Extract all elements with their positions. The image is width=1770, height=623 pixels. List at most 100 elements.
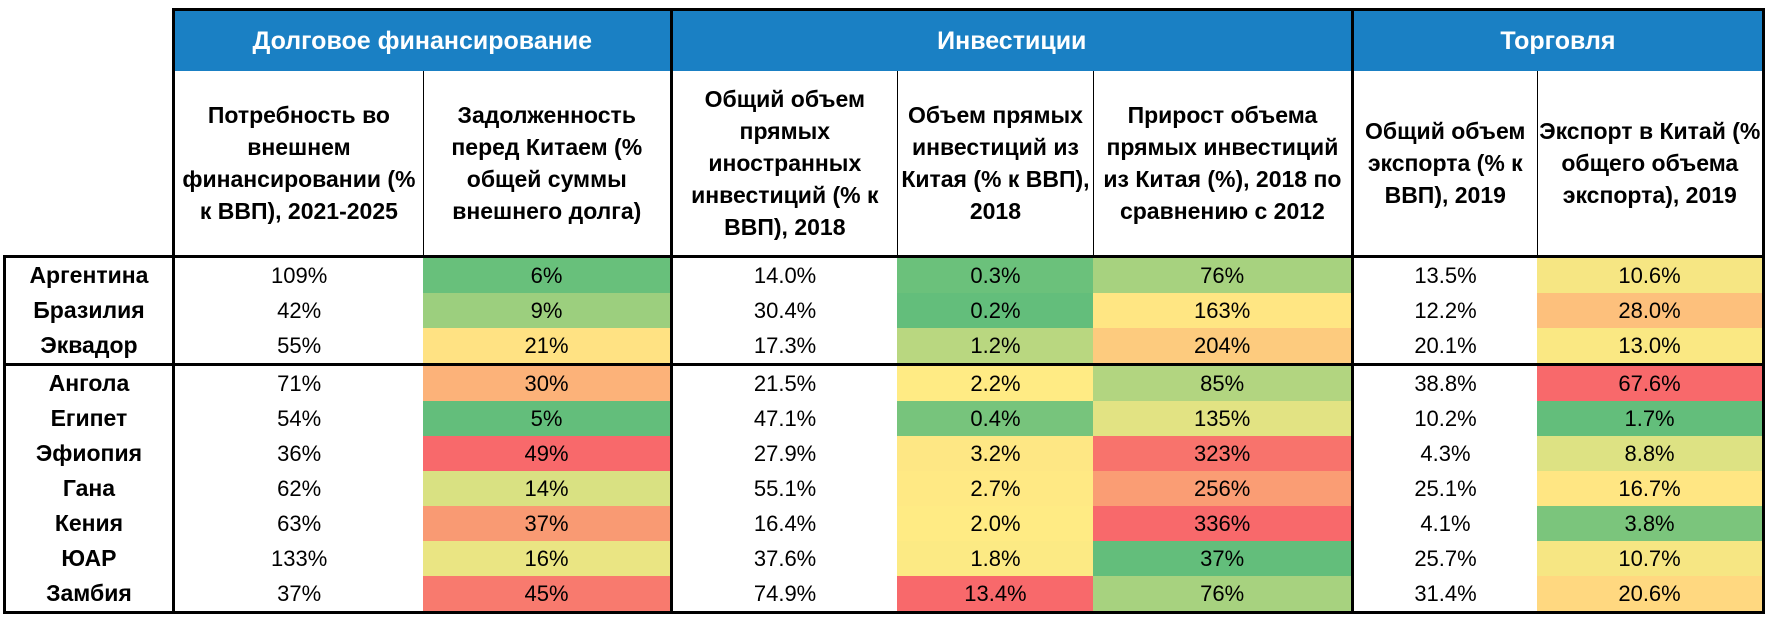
cell-external-financing-need: 63% [171, 506, 424, 541]
cell-external-financing-need: 42% [171, 293, 424, 328]
column-header-total-fdi: Общий объем прямых иностранных инвестици… [669, 71, 898, 258]
cell-total-exports: 25.7% [1350, 541, 1538, 576]
cell-total-exports: 20.1% [1350, 328, 1538, 365]
cell-exports-to-china: 28.0% [1537, 293, 1766, 328]
cell-debt-to-china: 14% [423, 471, 673, 506]
row-label-country: Бразилия [3, 293, 175, 328]
row-label-country: Гана [3, 471, 175, 506]
cell-external-financing-need: 54% [171, 401, 424, 436]
table-row: Кения 63% 37% 16.4% 2.0% 336% 4.1% 3.8% [3, 506, 1766, 541]
cell-exports-to-china: 10.7% [1537, 541, 1766, 576]
group-header-debt: Долговое финансирование [171, 8, 673, 71]
cell-exports-to-china: 8.8% [1537, 436, 1766, 471]
column-header-exports-to-china: Экспорт в Китай (% общего объема экспорт… [1536, 71, 1766, 258]
cell-exports-to-china: 20.6% [1537, 576, 1766, 614]
row-label-country: Аргентина [3, 255, 175, 293]
row-label-country: Замбия [3, 576, 175, 614]
cell-total-fdi: 27.9% [669, 436, 898, 471]
cell-total-exports: 10.2% [1350, 401, 1538, 436]
cell-total-fdi: 14.0% [669, 256, 898, 293]
cell-debt-to-china: 21% [423, 328, 673, 365]
cell-total-exports: 38.8% [1350, 363, 1538, 401]
cell-total-exports: 4.1% [1350, 506, 1538, 541]
table-row: Замбия 37% 45% 74.9% 13.4% 76% 31.4% 20.6% [3, 576, 1766, 614]
cell-exports-to-china: 1.7% [1537, 401, 1766, 436]
cell-external-financing-need: 62% [171, 471, 424, 506]
cell-china-fdi-growth: 76% [1093, 256, 1354, 293]
cell-total-fdi: 74.9% [669, 576, 898, 614]
cell-external-financing-need: 37% [171, 576, 424, 614]
cell-total-fdi: 21.5% [669, 363, 898, 401]
cell-external-financing-need: 133% [171, 541, 424, 576]
cell-exports-to-china: 16.7% [1537, 471, 1766, 506]
cell-china-fdi-growth: 256% [1093, 471, 1354, 506]
table-row: Египет 54% 5% 47.1% 0.4% 135% 10.2% 1.7% [3, 401, 1766, 436]
table-row: Ангола 71% 30% 21.5% 2.2% 85% 38.8% 67.6% [3, 363, 1766, 401]
cell-china-fdi: 2.0% [897, 506, 1094, 541]
row-label-country: Эквадор [3, 328, 175, 365]
cell-china-fdi-growth: 336% [1093, 506, 1354, 541]
row-label-country: Египет [3, 401, 175, 436]
cell-debt-to-china: 5% [423, 401, 673, 436]
table-row: Аргентина 109% 6% 14.0% 0.3% 76% 13.5% 10.6% [3, 255, 1766, 293]
table-row: Бразилия 42% 9% 30.4% 0.2% 163% 12.2% 28.0% [3, 293, 1766, 328]
cell-debt-to-china: 30% [423, 363, 673, 401]
cell-china-fdi-growth: 37% [1093, 541, 1354, 576]
row-label-country: Эфиопия [3, 436, 175, 471]
group-header-trade: Торговля [1350, 8, 1766, 71]
cell-china-fdi: 0.3% [897, 256, 1094, 293]
group-header-investment: Инвестиции [669, 8, 1354, 71]
row-label-country: Ангола [3, 363, 175, 401]
cell-total-fdi: 16.4% [669, 506, 898, 541]
table-row: Эфиопия 36% 49% 27.9% 3.2% 323% 4.3% 8.8% [3, 436, 1766, 471]
cell-china-fdi-growth: 323% [1093, 436, 1354, 471]
row-label-country: Кения [3, 506, 175, 541]
cell-china-fdi-growth: 85% [1093, 363, 1354, 401]
column-header-china-fdi: Объем прямых инвестиций из Китая (% к ВВ… [896, 71, 1094, 258]
cell-total-fdi: 55.1% [669, 471, 898, 506]
cell-total-exports: 31.4% [1350, 576, 1538, 614]
cell-china-fdi: 3.2% [897, 436, 1094, 471]
cell-debt-to-china: 16% [423, 541, 673, 576]
row-label-country: ЮАР [3, 541, 175, 576]
cell-total-exports: 12.2% [1350, 293, 1538, 328]
cell-debt-to-china: 37% [423, 506, 673, 541]
cell-debt-to-china: 45% [423, 576, 673, 614]
cell-china-fdi: 13.4% [897, 576, 1094, 614]
cell-china-fdi: 0.2% [897, 293, 1094, 328]
cell-china-fdi: 1.2% [897, 328, 1094, 365]
column-header-external-financing-need: Потребность во внешнем финансировании (%… [171, 71, 424, 258]
cell-external-financing-need: 55% [171, 328, 424, 365]
column-header-total-exports: Общий объем экспорта (% к ВВП), 2019 [1350, 71, 1538, 258]
cell-total-fdi: 47.1% [669, 401, 898, 436]
cell-exports-to-china: 13.0% [1537, 328, 1766, 365]
cell-china-fdi-growth: 163% [1093, 293, 1354, 328]
cell-exports-to-china: 3.8% [1537, 506, 1766, 541]
cell-china-fdi: 2.2% [897, 363, 1094, 401]
column-header-debt-to-china: Задолженность перед Китаем (% общей сумм… [422, 71, 673, 258]
cell-debt-to-china: 6% [423, 256, 673, 293]
cell-exports-to-china: 10.6% [1537, 256, 1766, 293]
cell-china-fdi-growth: 204% [1093, 328, 1354, 365]
cell-china-fdi-growth: 135% [1093, 401, 1354, 436]
corner-blank-2 [5, 71, 174, 257]
cell-china-fdi: 0.4% [897, 401, 1094, 436]
cell-external-financing-need: 71% [171, 363, 424, 401]
cell-total-fdi: 37.6% [669, 541, 898, 576]
cell-total-exports: 4.3% [1350, 436, 1538, 471]
cell-debt-to-china: 9% [423, 293, 673, 328]
cell-total-exports: 13.5% [1350, 256, 1538, 293]
cell-total-fdi: 30.4% [669, 293, 898, 328]
heatmap-table: Долговое финансирование Инвестиции Торго… [3, 8, 1766, 614]
table-row: Гана 62% 14% 55.1% 2.7% 256% 25.1% 16.7% [3, 471, 1766, 506]
cell-external-financing-need: 109% [171, 256, 424, 293]
cell-total-fdi: 17.3% [669, 328, 898, 365]
cell-china-fdi: 2.7% [897, 471, 1094, 506]
table-body: Аргентина 109% 6% 14.0% 0.3% 76% 13.5% 10.6% Бра… [3, 255, 1766, 614]
column-header-china-fdi-growth: Прирост объема прямых инвестиций из Кита… [1092, 71, 1354, 258]
cell-china-fdi: 1.8% [897, 541, 1094, 576]
cell-china-fdi-growth: 76% [1093, 576, 1354, 614]
cell-total-exports: 25.1% [1350, 471, 1538, 506]
cell-exports-to-china: 67.6% [1537, 363, 1766, 401]
corner-blank [5, 10, 174, 72]
